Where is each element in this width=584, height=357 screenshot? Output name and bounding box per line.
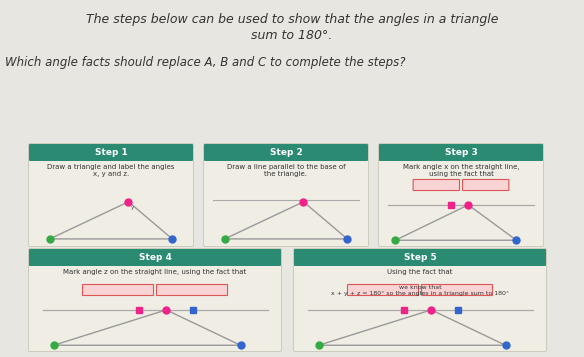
Text: we know that
x + y + z = 180° so the angles in a triangle sum to 180°: we know that x + y + z = 180° so the ang… xyxy=(331,285,509,296)
Text: Step 3: Step 3 xyxy=(444,148,477,157)
FancyBboxPatch shape xyxy=(29,144,193,161)
Text: The steps below can be used to show that the angles in a triangle: The steps below can be used to show that… xyxy=(86,13,498,26)
FancyBboxPatch shape xyxy=(379,144,543,161)
Text: y: y xyxy=(130,205,134,210)
Text: Which angle facts should replace A, B and C to complete the steps?: Which angle facts should replace A, B an… xyxy=(5,56,405,69)
FancyBboxPatch shape xyxy=(294,249,546,266)
FancyBboxPatch shape xyxy=(422,285,492,296)
FancyBboxPatch shape xyxy=(203,144,369,246)
Text: Mark angle x on the straight line,
using the fact that: Mark angle x on the straight line, using… xyxy=(403,164,519,177)
FancyBboxPatch shape xyxy=(82,285,154,296)
FancyBboxPatch shape xyxy=(294,248,547,352)
FancyBboxPatch shape xyxy=(29,249,281,266)
FancyBboxPatch shape xyxy=(413,180,460,191)
Text: Step 1: Step 1 xyxy=(95,148,127,157)
Text: Using the fact that: Using the fact that xyxy=(387,269,453,275)
FancyBboxPatch shape xyxy=(157,285,228,296)
Text: Step 4: Step 4 xyxy=(138,253,172,262)
FancyBboxPatch shape xyxy=(204,144,368,161)
Text: Step 5: Step 5 xyxy=(404,253,436,262)
FancyBboxPatch shape xyxy=(347,285,419,296)
FancyBboxPatch shape xyxy=(29,144,193,246)
FancyBboxPatch shape xyxy=(378,144,544,246)
Text: Draw a line parallel to the base of
the triangle.: Draw a line parallel to the base of the … xyxy=(227,164,345,177)
FancyBboxPatch shape xyxy=(463,180,509,191)
Text: Mark angle z on the straight line, using the fact that: Mark angle z on the straight line, using… xyxy=(64,269,246,275)
Text: sum to 180°.: sum to 180°. xyxy=(251,29,333,42)
Text: Draw a triangle and label the angles
x, y and z.: Draw a triangle and label the angles x, … xyxy=(47,164,175,177)
Text: Step 2: Step 2 xyxy=(270,148,303,157)
FancyBboxPatch shape xyxy=(29,248,281,352)
